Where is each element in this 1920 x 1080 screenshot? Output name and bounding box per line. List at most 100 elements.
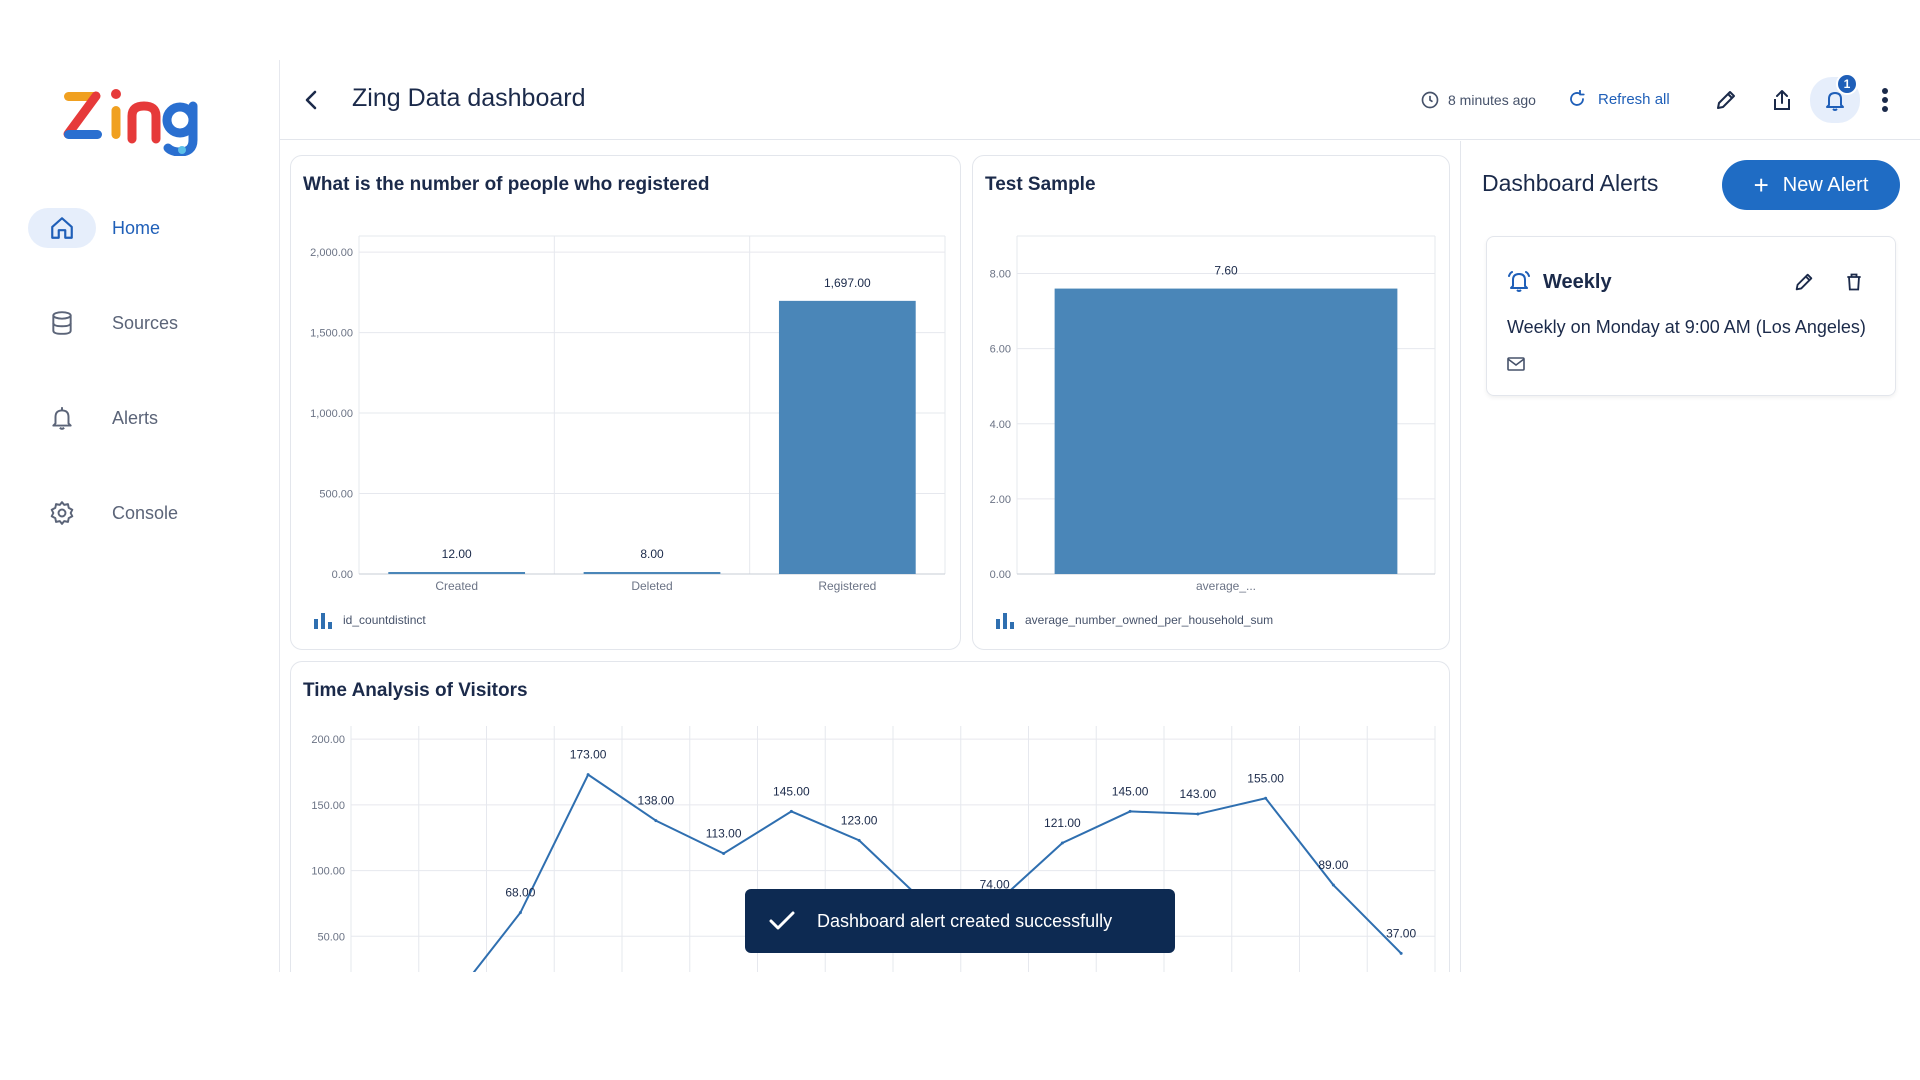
back-button[interactable] — [294, 82, 330, 118]
bar-chart-registered: 0.00 500.00 1,000.00 1,500.00 2,000.00 12.00 C… — [310, 235, 946, 593]
plus-icon: + — [1753, 170, 1769, 200]
x-tick-label: Registered — [818, 579, 876, 593]
last-updated-text: 8 minutes ago — [1448, 92, 1536, 108]
chart-card-test-sample[interactable]: Test Sample 0.00 2.00 4.00 6.00 8.00 7.60 aver… — [972, 155, 1450, 650]
data-label: 155.00 — [1247, 771, 1284, 785]
data-point — [1128, 809, 1132, 813]
data-point — [654, 819, 658, 823]
chart-card-registered[interactable]: What is the number of people who registe… — [290, 155, 961, 650]
y-tick-label: 0.00 — [990, 569, 1011, 581]
mail-icon — [1507, 357, 1525, 371]
series-line — [384, 773, 1402, 1002]
chart-title: Test Sample — [985, 174, 1096, 195]
sidebar-item-sources[interactable]: Sources — [28, 301, 258, 345]
more-vertical-icon — [1882, 88, 1888, 112]
data-point — [518, 911, 522, 915]
sidebar-item-label: Alerts — [112, 407, 159, 428]
data-point — [1196, 812, 1200, 816]
bar — [583, 572, 721, 574]
y-tick-label: 100.00 — [311, 866, 345, 878]
data-label: 145.00 — [1112, 784, 1149, 798]
alert-card[interactable]: Weekly Weekly on Monday at 9:00 AM (Los … — [1486, 236, 1896, 396]
data-label: 173.00 — [570, 748, 607, 762]
y-tick-label: 8.00 — [990, 269, 1011, 281]
trash-icon — [1847, 273, 1861, 291]
notification-badge: 1 — [1836, 73, 1858, 95]
y-tick-label: 0.00 — [332, 569, 353, 581]
edit-alert-button[interactable] — [1789, 267, 1819, 297]
alert-description: Weekly on Monday at 9:00 AM (Los Angeles… — [1507, 317, 1866, 337]
bar-chart-icon — [314, 613, 332, 629]
bar — [1054, 288, 1398, 574]
sidebar-item-label: Home — [112, 217, 161, 238]
data-label: 12.00 — [442, 547, 472, 561]
y-tick-label: 500.00 — [319, 489, 353, 501]
data-point — [1331, 883, 1335, 887]
y-tick-label: 150.00 — [311, 800, 345, 812]
data-label: 8.00 — [640, 547, 664, 561]
bell-icon — [1826, 92, 1844, 111]
home-icon — [28, 208, 96, 248]
data-point — [722, 851, 726, 855]
alerts-panel-divider — [1460, 141, 1461, 972]
data-label: 113.00 — [706, 826, 742, 840]
delete-alert-button[interactable] — [1839, 267, 1869, 297]
data-point — [1399, 951, 1403, 955]
notifications-button[interactable]: 1 — [1810, 73, 1860, 123]
chevron-left-icon — [305, 90, 317, 110]
y-tick-label: 1,000.00 — [310, 408, 353, 420]
data-label: 123.00 — [841, 813, 878, 827]
chart-legend: average_number_owned_per_household_sum — [995, 611, 1273, 629]
x-tick-label: average_... — [1196, 579, 1256, 593]
line-chart-visitors: 50.00100.00150.00200.001.002.0068.00173.… — [311, 726, 1436, 1002]
chart-legend: id_countdistinct — [313, 611, 426, 629]
clock-icon — [1421, 91, 1439, 109]
alarm-icon — [1508, 271, 1530, 292]
legend-label: id_countdistinct — [343, 613, 426, 627]
y-tick-label: 1,500.00 — [310, 328, 353, 340]
y-tick-label: 200.00 — [311, 734, 345, 746]
pencil-icon — [1717, 91, 1735, 109]
sidebar-item-console[interactable]: Console — [28, 491, 258, 535]
y-tick-label: 2.00 — [990, 494, 1011, 506]
x-tick-label: Deleted — [631, 579, 672, 593]
bar-chart-icon — [996, 613, 1014, 629]
data-label: 145.00 — [773, 784, 810, 798]
sidebar-item-home[interactable]: Home — [28, 206, 258, 250]
data-point — [586, 773, 590, 777]
bar-chart-test-sample: 0.00 2.00 4.00 6.00 8.00 7.60 average_... — [990, 235, 1436, 593]
data-point — [789, 809, 793, 813]
dashboard-header: Zing Data dashboard 8 minutes ago Refres… — [280, 60, 1920, 140]
more-options-button[interactable] — [1870, 80, 1900, 120]
bar — [778, 300, 916, 574]
edit-dashboard-button[interactable] — [1706, 80, 1746, 120]
refresh-all-label: Refresh all — [1598, 90, 1670, 108]
refresh-all-button[interactable]: Refresh all — [1568, 90, 1670, 108]
data-label: 74.00 — [980, 878, 1010, 892]
sidebar-item-alerts[interactable]: Alerts — [28, 396, 258, 440]
data-label: 1,697.00 — [824, 276, 871, 290]
y-tick-label: 2,000.00 — [310, 247, 353, 259]
toast-message: Dashboard alert created successfully — [817, 910, 1113, 931]
new-alert-button[interactable]: + New Alert — [1722, 160, 1900, 210]
share-button[interactable] — [1762, 80, 1802, 120]
data-label: 143.00 — [1180, 787, 1217, 801]
y-tick-label: 4.00 — [990, 419, 1011, 431]
database-icon — [28, 303, 96, 343]
sidebar-item-label: Console — [112, 502, 179, 523]
data-point — [1264, 796, 1268, 800]
bar — [388, 572, 526, 574]
pencil-icon — [1795, 273, 1813, 291]
zing-logo — [63, 89, 198, 156]
chart-title: Time Analysis of Visitors — [303, 680, 528, 701]
data-point — [857, 838, 861, 842]
alerts-panel-title: Dashboard Alerts — [1482, 170, 1659, 196]
alert-name: Weekly — [1543, 271, 1612, 293]
data-label: 121.00 — [1044, 816, 1081, 830]
y-tick-label: 6.00 — [990, 344, 1011, 356]
legend-label: average_number_owned_per_household_sum — [1025, 613, 1274, 627]
data-label: 68.00 — [505, 886, 535, 900]
bell-icon — [28, 398, 96, 438]
data-label: 89.00 — [1318, 858, 1348, 872]
data-label: 37.00 — [1386, 926, 1416, 940]
